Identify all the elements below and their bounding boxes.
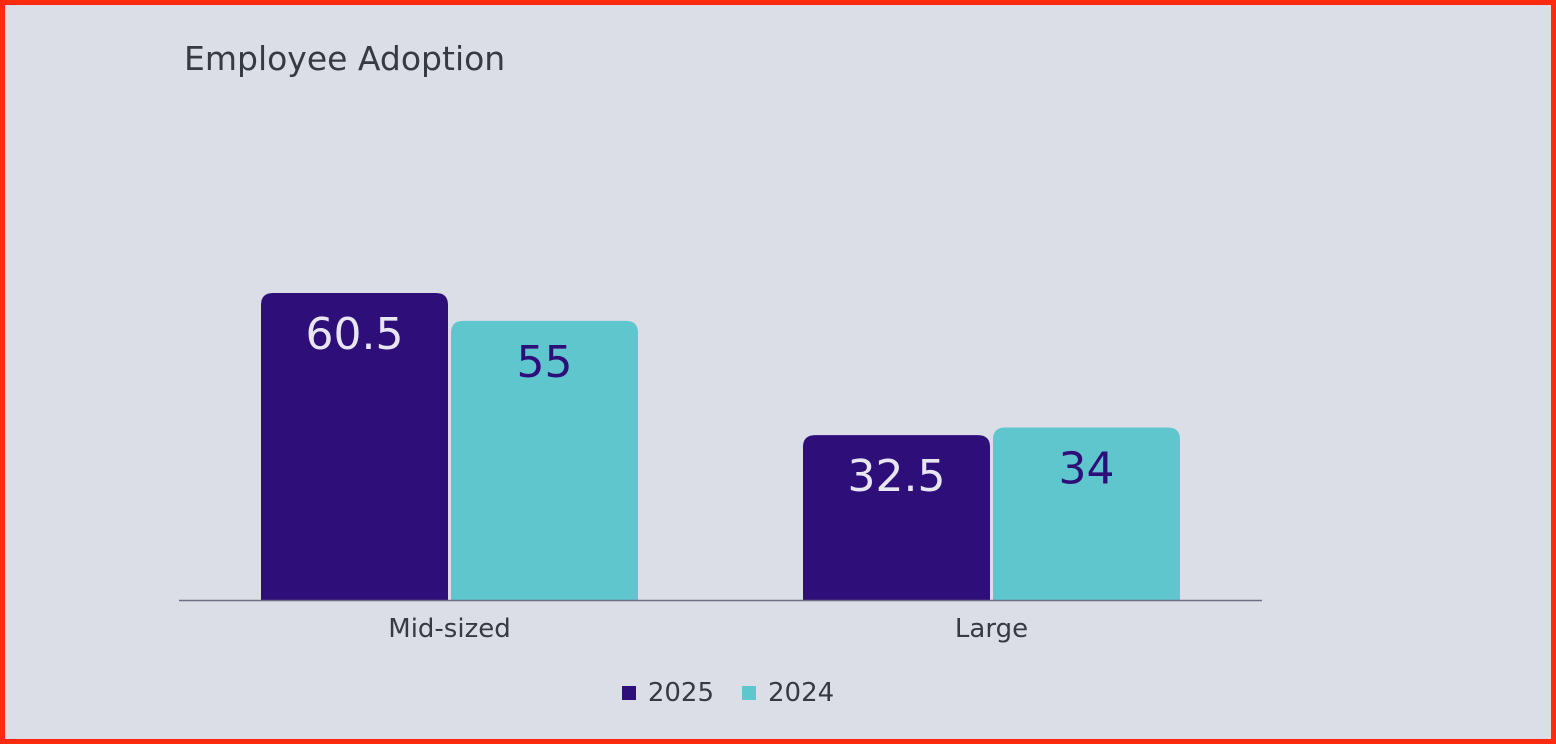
legend-label-series-2: 2024 [768,678,835,708]
data-label-2024-large: 34 [1059,443,1115,494]
bar-2024-large [993,427,1180,600]
legend-swatch-series-2 [742,686,756,700]
legend-item-series-1: 2025 [621,678,714,708]
bar-2024-mid-sized [451,320,638,600]
chart-title: Employee Adoption [184,39,506,78]
legend-label-series-1: 2025 [647,678,714,708]
data-label-2024-mid-sized: 55 [517,337,573,388]
x-tick-label-mid-sized: Mid-sized [388,614,510,644]
bar-2025-mid-sized [261,293,448,600]
legend-swatch-series-1 [621,686,636,700]
data-label-2025-large: 32.5 [848,451,946,502]
chart-legend: 2025 2024 [5,678,1451,708]
data-label-2025-mid-sized: 60.5 [306,309,404,360]
legend-item-series-2: 2024 [742,678,834,708]
bar-2025-large [803,435,990,600]
x-tick-label-large: Large [955,614,1028,644]
bar-chart: 60.5 55 Mid-sized 32.5 34 Large [179,293,1262,644]
